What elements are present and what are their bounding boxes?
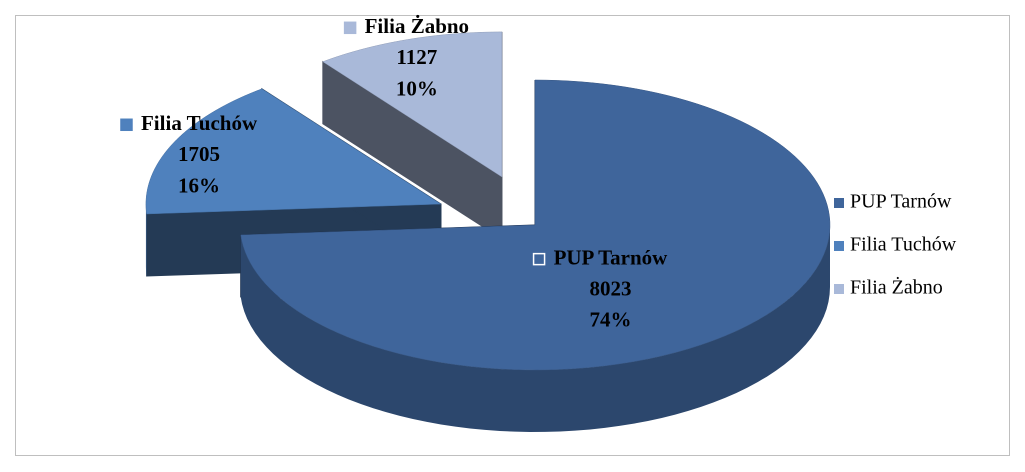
data-label-percent: 10%	[396, 76, 438, 100]
pie-slice	[240, 79, 831, 371]
percent-sign: %	[610, 307, 631, 331]
percent-sign: %	[199, 173, 220, 197]
slice-wall	[240, 225, 831, 432]
data-label-swatch	[120, 118, 133, 132]
legend-label: Filia Tuchów	[850, 234, 957, 256]
percent-number: 10	[396, 76, 417, 100]
percent-number: 16	[178, 173, 199, 197]
legend-swatch	[834, 284, 844, 294]
data-label-name: Filia Żabno	[365, 14, 469, 38]
data-label-swatch	[343, 21, 357, 35]
data-label-percent: 16%	[178, 173, 220, 197]
slice-wall	[145, 204, 147, 276]
legend-swatch	[834, 241, 844, 251]
percent-sign: %	[417, 76, 438, 100]
data-label-value: 8023	[589, 276, 631, 300]
pie-slice	[322, 31, 503, 178]
data-label-percent: 74%	[589, 307, 631, 331]
data-label-value: 1127	[396, 45, 437, 69]
legend-swatch	[834, 198, 844, 208]
legend-label: PUP Tarnów	[850, 191, 952, 213]
data-label-name: PUP Tarnów	[554, 245, 669, 269]
data-label-name: Filia Tuchów	[141, 111, 258, 135]
percent-number: 74	[589, 307, 611, 331]
data-label-swatch	[532, 252, 546, 266]
legend-label: Filia Żabno	[850, 276, 943, 299]
data-label-value: 1705	[178, 142, 220, 166]
pie-slice	[145, 88, 442, 215]
